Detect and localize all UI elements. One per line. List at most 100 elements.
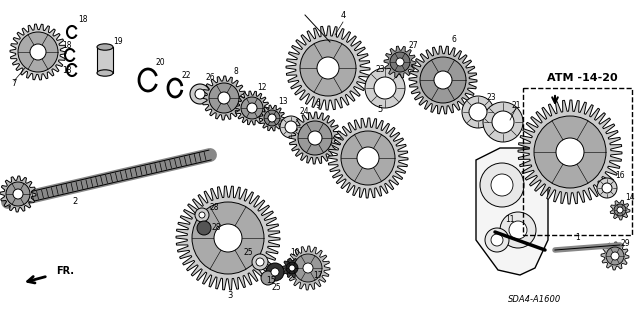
Circle shape <box>491 234 503 246</box>
Polygon shape <box>601 242 629 270</box>
Text: 27: 27 <box>408 41 418 50</box>
Circle shape <box>341 131 395 185</box>
Circle shape <box>614 204 626 216</box>
Circle shape <box>396 58 404 66</box>
Circle shape <box>365 68 405 108</box>
Text: 8: 8 <box>234 67 238 76</box>
Circle shape <box>534 116 606 188</box>
Circle shape <box>6 182 30 206</box>
Text: 23: 23 <box>375 65 385 74</box>
Circle shape <box>492 111 514 133</box>
Polygon shape <box>286 26 370 110</box>
Ellipse shape <box>97 44 113 50</box>
Circle shape <box>374 77 396 99</box>
Polygon shape <box>0 176 36 212</box>
Polygon shape <box>176 186 280 290</box>
Polygon shape <box>10 24 66 80</box>
Circle shape <box>264 110 280 126</box>
Bar <box>523 88 632 235</box>
Circle shape <box>298 121 332 155</box>
Polygon shape <box>259 105 285 131</box>
Text: 18: 18 <box>62 41 72 50</box>
Text: 20: 20 <box>155 58 165 67</box>
Polygon shape <box>328 118 408 198</box>
Ellipse shape <box>97 70 113 76</box>
Polygon shape <box>476 148 548 275</box>
Text: 7: 7 <box>12 79 17 88</box>
Circle shape <box>199 212 205 218</box>
Text: 1: 1 <box>575 233 580 242</box>
Text: 21: 21 <box>511 101 521 110</box>
Text: 25: 25 <box>243 248 253 257</box>
Circle shape <box>357 147 379 169</box>
Text: 12: 12 <box>257 83 267 92</box>
Text: 11: 11 <box>505 215 515 224</box>
Circle shape <box>300 40 356 96</box>
Circle shape <box>500 212 536 248</box>
Text: 2: 2 <box>72 197 77 206</box>
Text: 23: 23 <box>486 93 496 102</box>
Text: FR.: FR. <box>56 266 74 276</box>
Text: 22: 22 <box>181 71 191 80</box>
Text: 5: 5 <box>378 105 383 114</box>
Circle shape <box>597 178 617 198</box>
Text: 16: 16 <box>615 171 625 180</box>
Polygon shape <box>518 100 622 204</box>
Circle shape <box>317 57 339 79</box>
Circle shape <box>190 84 210 104</box>
Circle shape <box>280 116 302 138</box>
Circle shape <box>289 265 295 271</box>
Text: 4: 4 <box>340 11 346 20</box>
Text: 6: 6 <box>452 35 456 44</box>
Bar <box>97 47 113 73</box>
Circle shape <box>480 163 524 207</box>
Text: 15: 15 <box>266 276 276 285</box>
Text: 9: 9 <box>316 101 321 110</box>
Circle shape <box>218 92 230 104</box>
Text: 18: 18 <box>78 15 88 24</box>
Text: 28: 28 <box>209 203 219 212</box>
Circle shape <box>617 207 623 213</box>
Circle shape <box>30 44 46 60</box>
Circle shape <box>606 247 624 265</box>
Circle shape <box>308 131 322 145</box>
Text: SDA4-A1600: SDA4-A1600 <box>508 295 562 305</box>
Circle shape <box>268 114 276 122</box>
Text: 10: 10 <box>290 248 300 257</box>
Text: 19: 19 <box>113 37 123 46</box>
Circle shape <box>18 32 58 72</box>
Circle shape <box>485 228 509 252</box>
Circle shape <box>462 96 494 128</box>
Circle shape <box>195 89 205 99</box>
Text: 3: 3 <box>227 291 233 300</box>
Text: 26: 26 <box>205 73 215 82</box>
Circle shape <box>420 57 466 103</box>
Circle shape <box>611 252 619 260</box>
Circle shape <box>209 83 239 113</box>
Polygon shape <box>409 46 477 114</box>
Text: 14: 14 <box>625 193 635 202</box>
Circle shape <box>247 103 257 113</box>
Text: 29: 29 <box>620 239 630 248</box>
Circle shape <box>256 258 264 266</box>
Polygon shape <box>235 91 269 125</box>
Circle shape <box>195 208 209 222</box>
Circle shape <box>303 263 313 273</box>
Circle shape <box>197 221 211 235</box>
Circle shape <box>556 138 584 166</box>
Circle shape <box>285 121 297 133</box>
Circle shape <box>266 263 284 281</box>
Circle shape <box>261 271 275 285</box>
Circle shape <box>271 268 279 276</box>
Text: 28: 28 <box>211 223 221 232</box>
Polygon shape <box>282 258 302 278</box>
Circle shape <box>294 254 322 282</box>
Text: ATM -14-20: ATM -14-20 <box>547 73 618 83</box>
Circle shape <box>252 254 268 270</box>
Circle shape <box>390 52 410 72</box>
Circle shape <box>192 202 264 274</box>
Circle shape <box>491 174 513 196</box>
Circle shape <box>214 224 242 252</box>
Circle shape <box>241 97 263 119</box>
Text: 17: 17 <box>313 271 323 280</box>
